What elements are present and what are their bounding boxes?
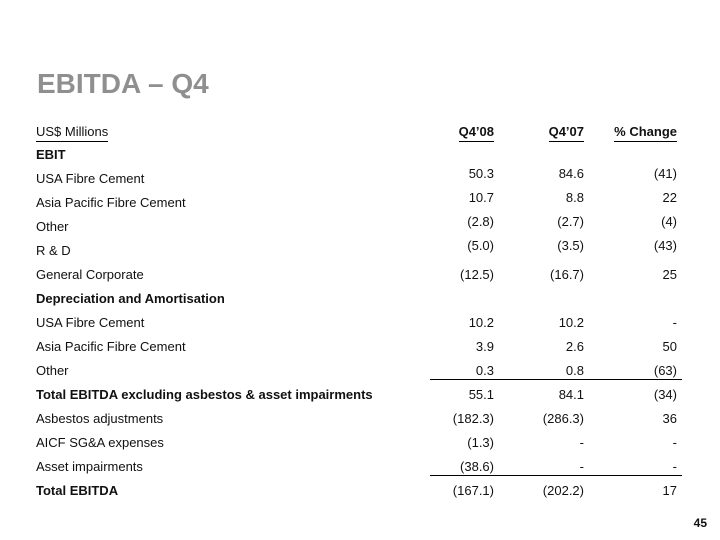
cell-q4-07: 84.6 [558, 166, 584, 181]
row-label: Total EBITDA [36, 483, 119, 498]
cell-q4-08: (12.5) [460, 267, 494, 282]
cell-q4-08: (38.6) [460, 459, 494, 474]
cell-pct-change: 50 [662, 339, 677, 354]
table-row: General Corporate (12.5) (16.7) 25 [36, 267, 684, 291]
table-row: Asia Pacific Fibre Cement 10.7 8.8 22 [36, 190, 684, 219]
cell-q4-08: 55.1 [468, 387, 494, 402]
row-label: Asbestos adjustments [36, 411, 164, 426]
col-header-pct-change: % Change [577, 124, 678, 142]
cell-q4-07: (3.5) [557, 238, 584, 253]
row-label: Depreciation and Amortisation [36, 291, 225, 306]
table-row: Other 0.3 0.8 (63) [36, 363, 684, 387]
cell-q4-07: 10.2 [558, 315, 584, 330]
cell-pct-change: - [672, 459, 677, 474]
cell-q4-08: 10.2 [468, 315, 494, 330]
table-row: Asset impairments (38.6) - - [36, 459, 684, 483]
cell-q4-08: (1.3) [467, 435, 494, 450]
table-total-rule [430, 379, 682, 380]
cell-q4-08: (5.0) [467, 238, 494, 253]
cell-q4-07: - [579, 435, 584, 450]
table-header-row: US$ Millions Q4’08 Q4’07 % Change [36, 124, 684, 148]
table-row: EBIT [36, 147, 684, 171]
table-row: Depreciation and Amortisation [36, 291, 684, 315]
cell-pct-change: (34) [653, 387, 677, 402]
cell-q4-08: 0.3 [475, 363, 494, 378]
cell-pct-change: - [672, 435, 677, 450]
page-number: 45 [693, 516, 707, 530]
table-row: Total EBITDA (167.1) (202.2) 17 [36, 483, 684, 507]
cell-q4-07: 2.6 [565, 339, 584, 354]
table-row: USA Fibre Cement 10.2 10.2 - [36, 315, 684, 339]
cell-pct-change: - [672, 315, 677, 330]
row-label: Asia Pacific Fibre Cement [36, 339, 186, 354]
row-label: USA Fibre Cement [36, 171, 145, 186]
cell-q4-08: 50.3 [468, 166, 494, 181]
cell-q4-07: (2.7) [557, 214, 584, 229]
row-label: Other [36, 219, 69, 234]
cell-q4-07: - [579, 459, 584, 474]
col-header-q4-08-label: Q4’08 [458, 124, 494, 142]
col-header-q4-07: Q4’07 [484, 124, 585, 142]
cell-pct-change: (41) [653, 166, 677, 181]
col-header-q4-07-label: Q4’07 [548, 124, 584, 142]
cell-q4-08: (182.3) [452, 411, 494, 426]
cell-q4-07: 84.1 [558, 387, 584, 402]
cell-q4-07: 0.8 [565, 363, 584, 378]
table-row: AICF SG&A expenses (1.3) - - [36, 435, 684, 459]
row-label: USA Fibre Cement [36, 315, 145, 330]
table-row: R & D (5.0) (3.5) (43) [36, 238, 684, 267]
unit-header: US$ Millions [36, 124, 109, 142]
table-row: Asia Pacific Fibre Cement 3.9 2.6 50 [36, 339, 684, 363]
cell-q4-07: 8.8 [565, 190, 584, 205]
slide-title: EBITDA – Q4 [37, 68, 209, 99]
cell-pct-change: 22 [662, 190, 677, 205]
col-header-pct-change-label: % Change [614, 124, 677, 142]
cell-pct-change: (43) [653, 238, 677, 253]
col-header-q4-08: Q4’08 [394, 124, 495, 142]
cell-pct-change: 36 [662, 411, 677, 426]
cell-q4-07: (202.2) [542, 483, 584, 498]
cell-q4-07: (16.7) [550, 267, 584, 282]
row-label: Asia Pacific Fibre Cement [36, 195, 186, 210]
table-row: USA Fibre Cement 50.3 84.6 (41) [36, 166, 684, 195]
row-label: Total EBITDA excluding asbestos & asset … [36, 387, 373, 402]
row-label: Asset impairments [36, 459, 143, 474]
cell-q4-07: (286.3) [542, 411, 584, 426]
table-total-rule [430, 475, 682, 476]
cell-pct-change: (63) [653, 363, 677, 378]
row-label: EBIT [36, 147, 66, 162]
cell-q4-08: 3.9 [475, 339, 494, 354]
cell-q4-08: (167.1) [452, 483, 494, 498]
table-row: Total EBITDA excluding asbestos & asset … [36, 387, 684, 411]
row-label: AICF SG&A expenses [36, 435, 164, 450]
row-label: R & D [36, 243, 71, 258]
cell-q4-08: (2.8) [467, 214, 494, 229]
cell-pct-change: 17 [662, 483, 677, 498]
table-row: Asbestos adjustments (182.3) (286.3) 36 [36, 411, 684, 435]
table-row: Other (2.8) (2.7) (4) [36, 214, 684, 243]
row-label: Other [36, 363, 69, 378]
unit-header-label: US$ Millions [36, 124, 109, 142]
row-label: General Corporate [36, 267, 144, 282]
cell-pct-change: 25 [662, 267, 677, 282]
cell-q4-08: 10.7 [468, 190, 494, 205]
cell-pct-change: (4) [661, 214, 677, 229]
